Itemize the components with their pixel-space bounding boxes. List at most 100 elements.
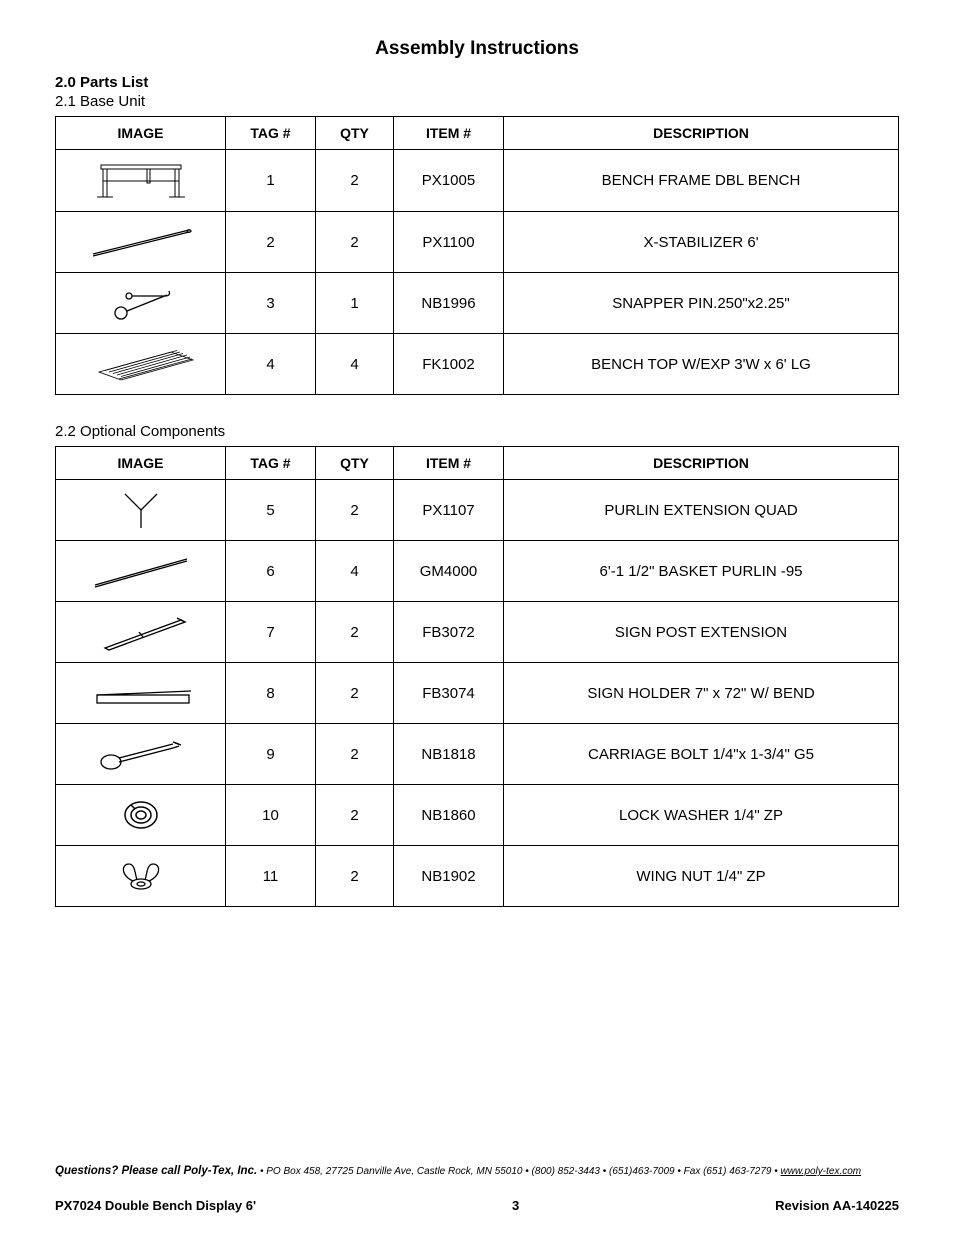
cell-desc: WING NUT 1/4" ZP <box>504 846 899 907</box>
footer-contact: Questions? Please call Poly-Tex, Inc. • … <box>55 1165 899 1177</box>
part-image <box>56 663 226 724</box>
cell-tag: 7 <box>226 602 316 663</box>
footer-address: • PO Box 458, 27725 Danville Ave, Castle… <box>257 1166 780 1177</box>
table-row: 9 2 NB1818 CARRIAGE BOLT 1/4"x 1-3/4" G5 <box>56 724 899 785</box>
col-header-desc: DESCRIPTION <box>504 447 899 480</box>
cell-desc: CARRIAGE BOLT 1/4"x 1-3/4" G5 <box>504 724 899 785</box>
table-row: 10 2 NB1860 LOCK WASHER 1/4" ZP <box>56 785 899 846</box>
col-header-item: ITEM # <box>394 447 504 480</box>
col-header-image: IMAGE <box>56 447 226 480</box>
cell-desc: LOCK WASHER 1/4" ZP <box>504 785 899 846</box>
table-row: 6 4 GM4000 6'-1 1/2" BASKET PURLIN -95 <box>56 541 899 602</box>
footer-revision: Revision AA-140225 <box>775 1198 899 1213</box>
cell-desc: PURLIN EXTENSION QUAD <box>504 480 899 541</box>
cell-tag: 2 <box>226 212 316 273</box>
footer-link[interactable]: www.poly-tex.com <box>781 1166 862 1177</box>
table-row: 5 2 PX1107 PURLIN EXTENSION QUAD <box>56 480 899 541</box>
cell-item: FK1002 <box>394 334 504 395</box>
cell-qty: 2 <box>316 480 394 541</box>
part-image <box>56 846 226 907</box>
page-footer: PX7024 Double Bench Display 6' 3 Revisio… <box>55 1198 899 1213</box>
snapper-pin-icon <box>81 281 201 325</box>
cell-item: GM4000 <box>394 541 504 602</box>
part-image <box>56 724 226 785</box>
cell-item: FB3074 <box>394 663 504 724</box>
col-header-image: IMAGE <box>56 117 226 150</box>
cell-item: NB1818 <box>394 724 504 785</box>
cell-desc: SIGN POST EXTENSION <box>504 602 899 663</box>
cell-tag: 5 <box>226 480 316 541</box>
part-image <box>56 541 226 602</box>
table-row: 3 1 NB1996 SNAPPER PIN.250"x2.25" <box>56 273 899 334</box>
table-header-row: IMAGE TAG # QTY ITEM # DESCRIPTION <box>56 447 899 480</box>
page-title: Assembly Instructions <box>55 38 899 60</box>
cell-qty: 4 <box>316 334 394 395</box>
col-header-tag: TAG # <box>226 447 316 480</box>
bench-frame-icon <box>81 159 201 203</box>
cell-tag: 8 <box>226 663 316 724</box>
col-header-item: ITEM # <box>394 117 504 150</box>
cell-qty: 2 <box>316 785 394 846</box>
cell-tag: 11 <box>226 846 316 907</box>
cell-tag: 3 <box>226 273 316 334</box>
cell-qty: 2 <box>316 602 394 663</box>
part-image <box>56 334 226 395</box>
section-heading: 2.0 Parts List <box>55 74 899 91</box>
cell-qty: 2 <box>316 150 394 212</box>
footer-left: PX7024 Double Bench Display 6' <box>55 1198 256 1213</box>
cell-item: PX1005 <box>394 150 504 212</box>
cell-tag: 4 <box>226 334 316 395</box>
stabilizer-icon <box>81 220 201 264</box>
cell-desc: X-STABILIZER 6' <box>504 212 899 273</box>
cell-item: PX1100 <box>394 212 504 273</box>
sign-post-ext-icon <box>81 610 201 654</box>
cell-desc: BENCH FRAME DBL BENCH <box>504 150 899 212</box>
cell-qty: 2 <box>316 846 394 907</box>
wing-nut-icon <box>81 854 201 898</box>
table-row: 11 2 NB1902 WING NUT 1/4" ZP <box>56 846 899 907</box>
cell-qty: 2 <box>316 663 394 724</box>
sign-holder-icon <box>81 671 201 715</box>
part-image <box>56 785 226 846</box>
lock-washer-icon <box>81 793 201 837</box>
cell-desc: SIGN HOLDER 7" x 72" W/ BEND <box>504 663 899 724</box>
cell-item: NB1860 <box>394 785 504 846</box>
part-image <box>56 480 226 541</box>
cell-item: NB1902 <box>394 846 504 907</box>
table-row: 1 2 PX1005 BENCH FRAME DBL BENCH <box>56 150 899 212</box>
basket-purlin-icon <box>81 549 201 593</box>
cell-desc: 6'-1 1/2" BASKET PURLIN -95 <box>504 541 899 602</box>
cell-tag: 6 <box>226 541 316 602</box>
cell-qty: 2 <box>316 724 394 785</box>
cell-qty: 1 <box>316 273 394 334</box>
footer-question: Questions? Please call Poly-Tex, Inc. <box>55 1165 257 1177</box>
table-header-row: IMAGE TAG # QTY ITEM # DESCRIPTION <box>56 117 899 150</box>
cell-qty: 4 <box>316 541 394 602</box>
cell-desc: SNAPPER PIN.250"x2.25" <box>504 273 899 334</box>
cell-tag: 1 <box>226 150 316 212</box>
subsection-optional: 2.2 Optional Components <box>55 423 899 440</box>
col-header-desc: DESCRIPTION <box>504 117 899 150</box>
parts-table-optional: IMAGE TAG # QTY ITEM # DESCRIPTION <box>55 446 899 907</box>
part-image <box>56 150 226 212</box>
cell-desc: BENCH TOP W/EXP 3'W x 6' LG <box>504 334 899 395</box>
cell-tag: 9 <box>226 724 316 785</box>
col-header-tag: TAG # <box>226 117 316 150</box>
cell-tag: 10 <box>226 785 316 846</box>
part-image <box>56 212 226 273</box>
cell-item: NB1996 <box>394 273 504 334</box>
cell-item: PX1107 <box>394 480 504 541</box>
part-image <box>56 273 226 334</box>
table-row: 8 2 FB3074 SIGN HOLDER 7" x 72" W/ BEND <box>56 663 899 724</box>
parts-table-base: IMAGE TAG # QTY ITEM # DESCRIPTION <box>55 116 899 395</box>
bench-top-icon <box>81 342 201 386</box>
table-row: 7 2 FB3072 SIGN POST EXTENSION <box>56 602 899 663</box>
table-row: 4 4 FK1002 BENCH TOP W/EXP 3'W x 6' LG <box>56 334 899 395</box>
cell-item: FB3072 <box>394 602 504 663</box>
part-image <box>56 602 226 663</box>
footer-page-number: 3 <box>512 1198 519 1213</box>
cell-qty: 2 <box>316 212 394 273</box>
col-header-qty: QTY <box>316 117 394 150</box>
carriage-bolt-icon <box>81 732 201 776</box>
table-row: 2 2 PX1100 X-STABILIZER 6' <box>56 212 899 273</box>
